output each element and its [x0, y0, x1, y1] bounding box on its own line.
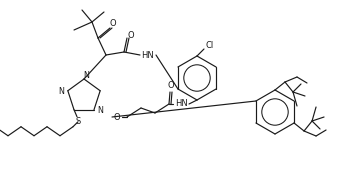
Text: N: N — [58, 87, 64, 96]
Text: HN: HN — [142, 50, 154, 59]
Text: HN: HN — [175, 99, 187, 109]
Text: O: O — [128, 32, 134, 41]
Text: N: N — [97, 106, 103, 115]
Text: O: O — [168, 81, 174, 90]
Text: S: S — [75, 117, 81, 126]
Text: O: O — [110, 19, 116, 28]
Text: N: N — [83, 70, 89, 79]
Text: O: O — [114, 113, 120, 121]
Text: Cl: Cl — [206, 41, 214, 50]
